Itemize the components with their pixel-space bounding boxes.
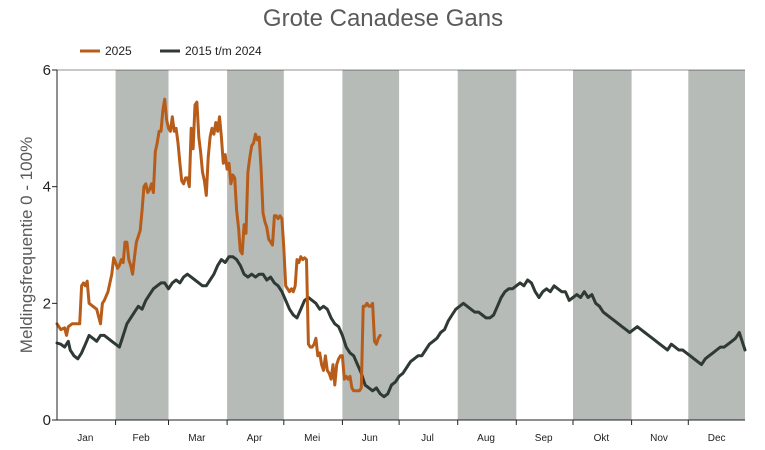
y-axis-label: Meldingsfrequentie 0 - 100% (17, 137, 36, 353)
x-tick-label-aug: Aug (477, 433, 495, 444)
series-line-2025 (55, 97, 382, 393)
y-tick-label: 6 (43, 62, 51, 79)
x-tick-label-apr: Apr (247, 433, 263, 444)
month-band-aug (457, 70, 517, 420)
x-axis-ticks: Jan Feb Mar Apr Mei Jun Jul Aug Sep Okt Nov Dec (77, 420, 726, 444)
x-tick-label-feb: Feb (132, 433, 150, 444)
x-tick-label-dec: Dec (708, 433, 726, 444)
legend: 2025 2015 t/m 2024 (80, 44, 262, 58)
plot-frame (56, 69, 745, 421)
month-band-dec (688, 70, 745, 420)
x-tick-label-mei: Mei (304, 433, 320, 444)
y-tick-label: 4 (43, 179, 51, 196)
x-tick-label-jul: Jul (421, 433, 434, 444)
x-tick-label-mar: Mar (188, 433, 206, 444)
y-tick-label: 0 (43, 412, 51, 429)
month-band-jun (342, 70, 400, 420)
y-axis-ticks: 0 2 4 6 (43, 62, 57, 429)
series-line-2015-t-m-2024 (55, 255, 747, 399)
month-bands (115, 70, 745, 420)
x-tick-label-jan: Jan (77, 433, 93, 444)
y-tick-label: 2 (43, 295, 51, 312)
chart-title: Grote Canadese Gans (263, 5, 503, 32)
x-tick-label-okt: Okt (594, 433, 610, 444)
month-band-okt (573, 70, 632, 420)
legend-label-2015-2024: 2015 t/m 2024 (185, 44, 262, 58)
x-tick-label-jun: Jun (362, 433, 378, 444)
legend-label-2025: 2025 (105, 44, 132, 58)
x-tick-label-nov: Nov (650, 433, 668, 444)
x-tick-label-sep: Sep (535, 433, 553, 444)
series-lines (55, 97, 747, 399)
month-band-apr (227, 70, 284, 420)
